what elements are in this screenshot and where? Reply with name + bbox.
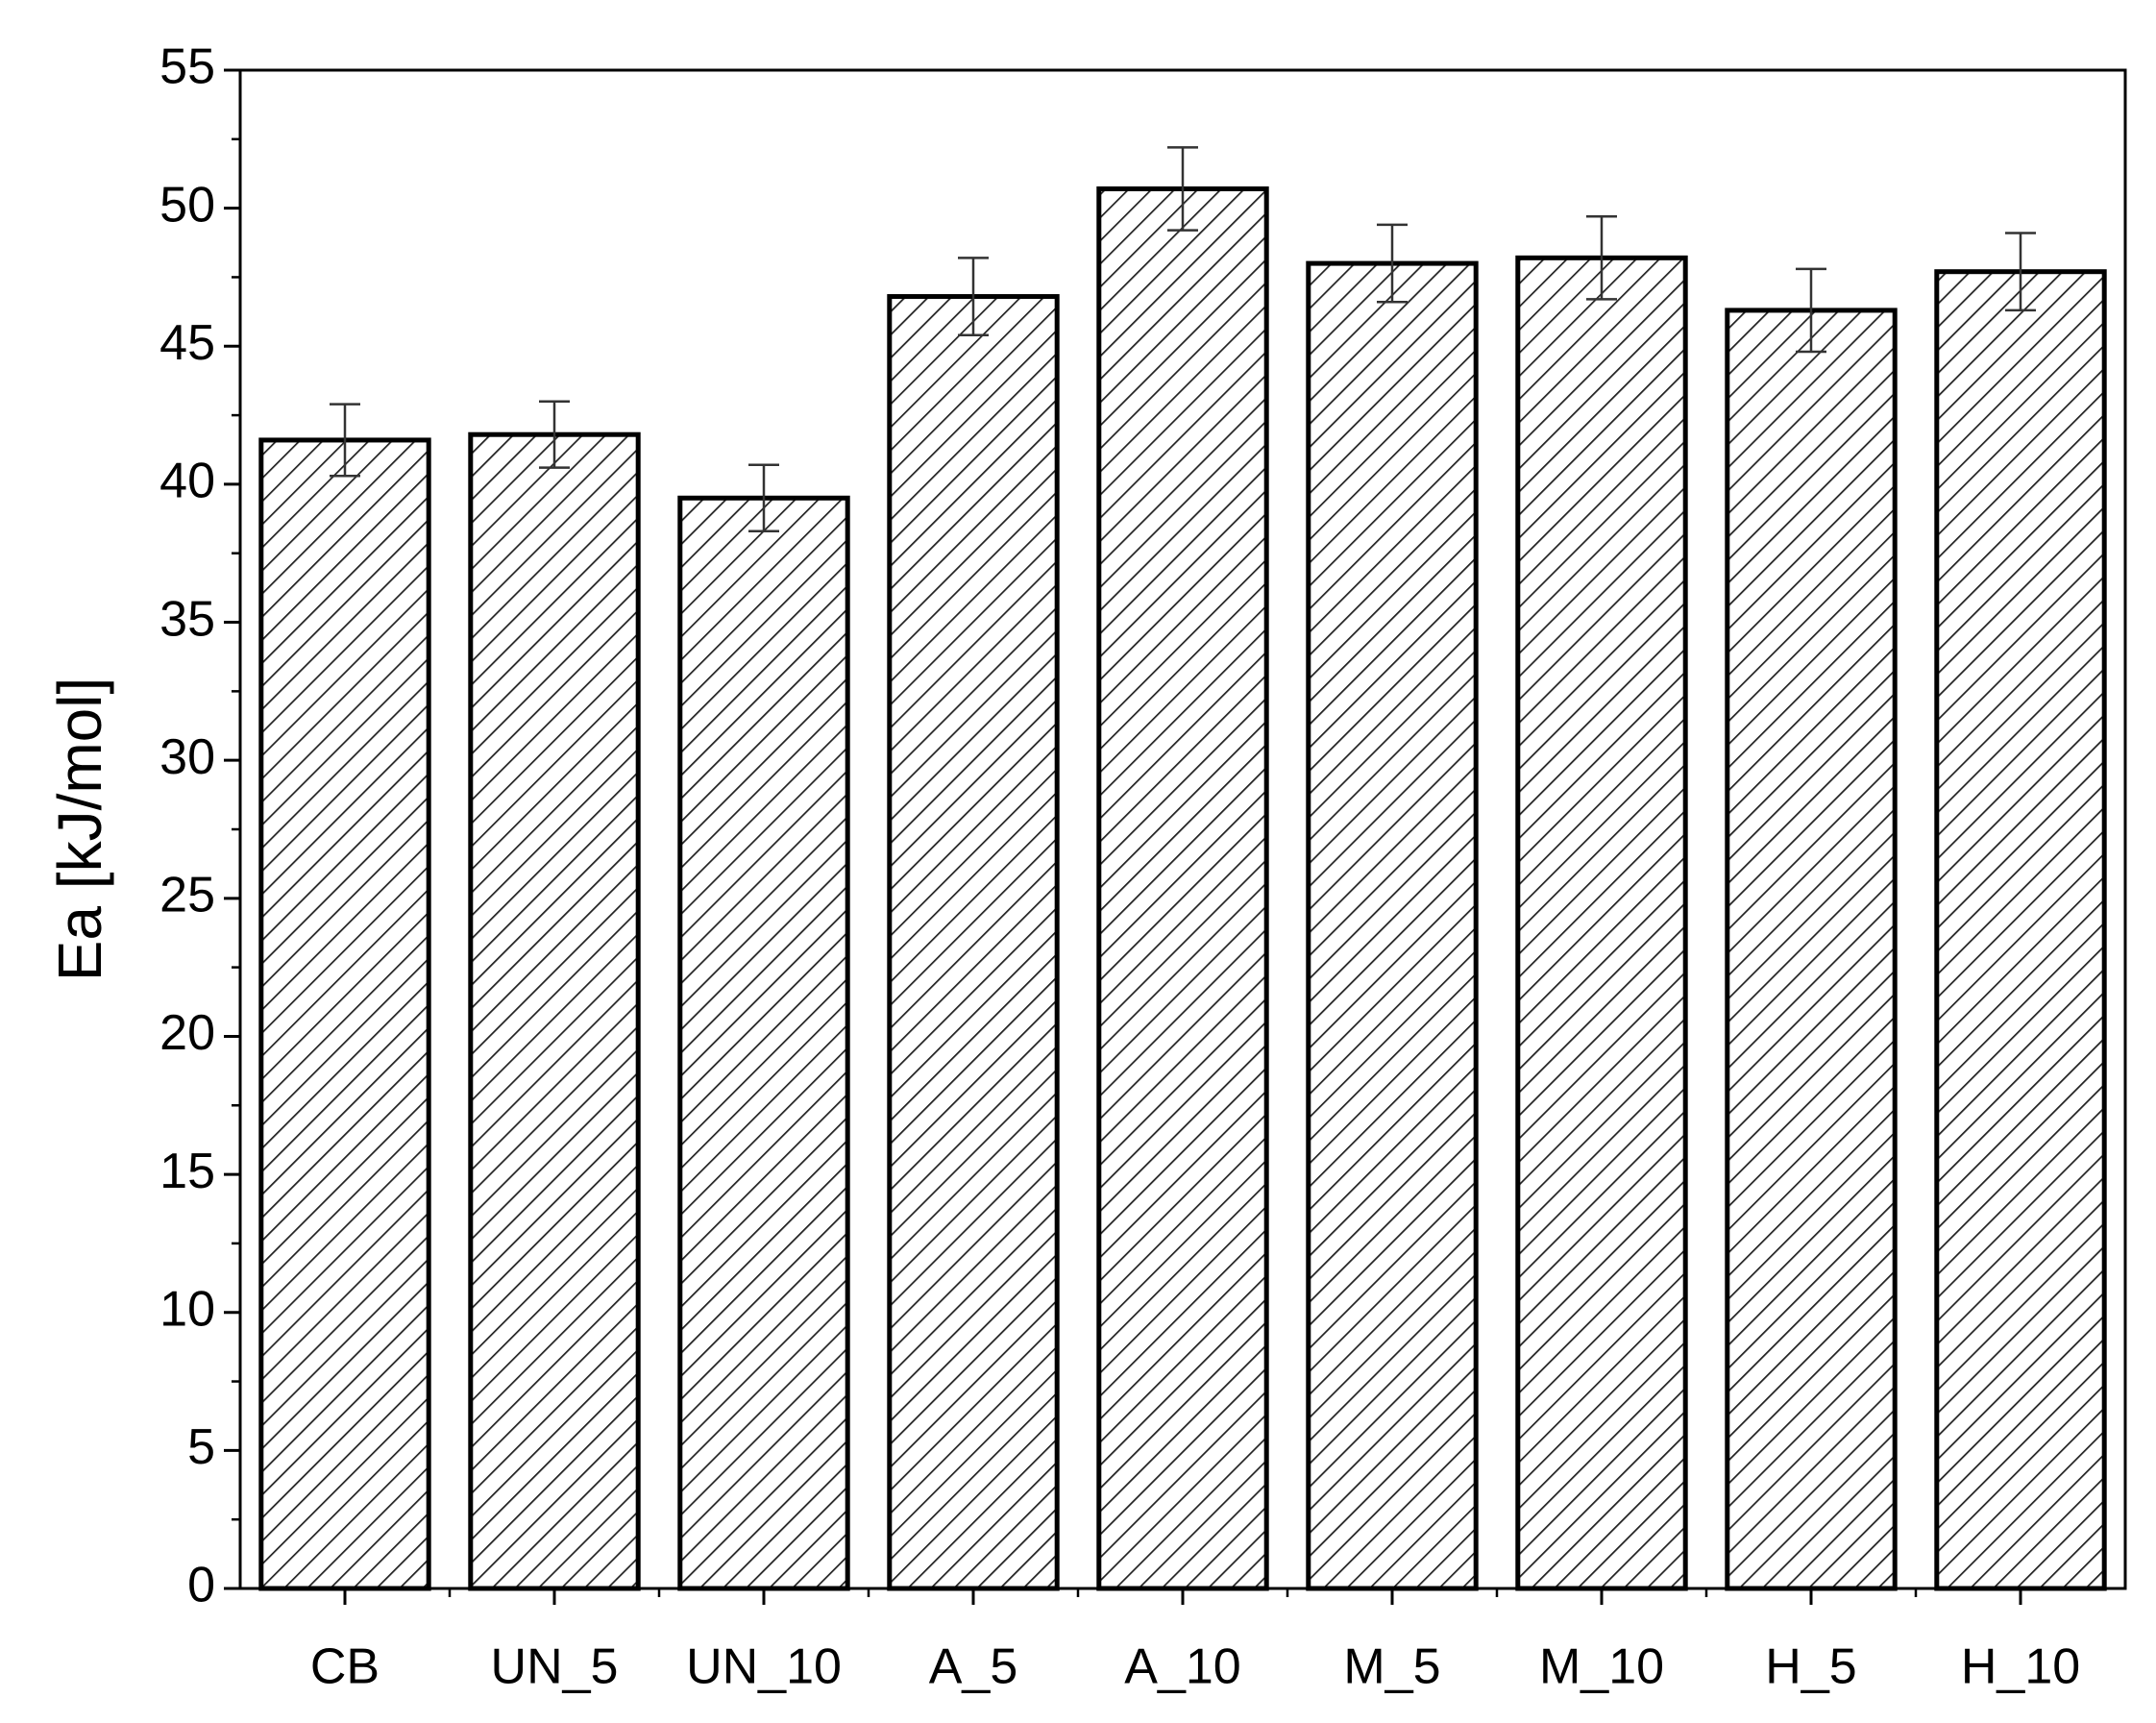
error-bar <box>1167 146 1198 232</box>
x-tick-label: M_10 <box>1539 1639 1664 1695</box>
x-tick-label: A_5 <box>929 1639 1018 1695</box>
error-bar <box>1377 223 1408 304</box>
error-bar <box>1796 267 1826 354</box>
bar <box>1934 269 2107 1591</box>
bar <box>258 437 431 1591</box>
y-tick-label: 0 <box>187 1558 215 1613</box>
error-bar <box>2005 232 2036 312</box>
error-bar <box>330 403 360 478</box>
error-bar <box>539 400 570 469</box>
x-tick-label: H_5 <box>1765 1639 1856 1695</box>
x-tick-label: UN_10 <box>686 1639 842 1695</box>
bar <box>1725 308 1898 1591</box>
x-tick-label: A_10 <box>1124 1639 1240 1695</box>
x-tick-label: UN_5 <box>491 1639 619 1695</box>
x-tick-label: CB <box>310 1639 380 1695</box>
y-tick-label: 50 <box>159 177 215 233</box>
bar <box>1306 260 1479 1591</box>
error-bar <box>1586 215 1617 301</box>
bar <box>1515 255 1688 1591</box>
bar <box>468 431 641 1591</box>
y-tick-label: 55 <box>159 39 215 95</box>
y-tick-label: 5 <box>187 1419 215 1475</box>
y-tick-label: 10 <box>159 1281 215 1337</box>
bar <box>1096 186 1269 1591</box>
y-tick-label: 45 <box>159 315 215 371</box>
y-tick-label: 30 <box>159 729 215 785</box>
x-tick-label: M_5 <box>1343 1639 1440 1695</box>
bar <box>677 495 850 1591</box>
y-tick-label: 40 <box>159 454 215 509</box>
error-bar <box>748 463 779 532</box>
x-tick-label: H_10 <box>1961 1639 2080 1695</box>
y-tick-label: 25 <box>159 868 215 923</box>
y-tick-label: 15 <box>159 1144 215 1199</box>
y-axis-label: Ea [kJ/mol] <box>45 677 114 982</box>
error-bar <box>958 257 989 337</box>
y-tick-label: 20 <box>159 1005 215 1061</box>
bar <box>887 294 1060 1591</box>
plot-frame <box>238 68 2127 1590</box>
y-tick-label: 35 <box>159 591 215 647</box>
